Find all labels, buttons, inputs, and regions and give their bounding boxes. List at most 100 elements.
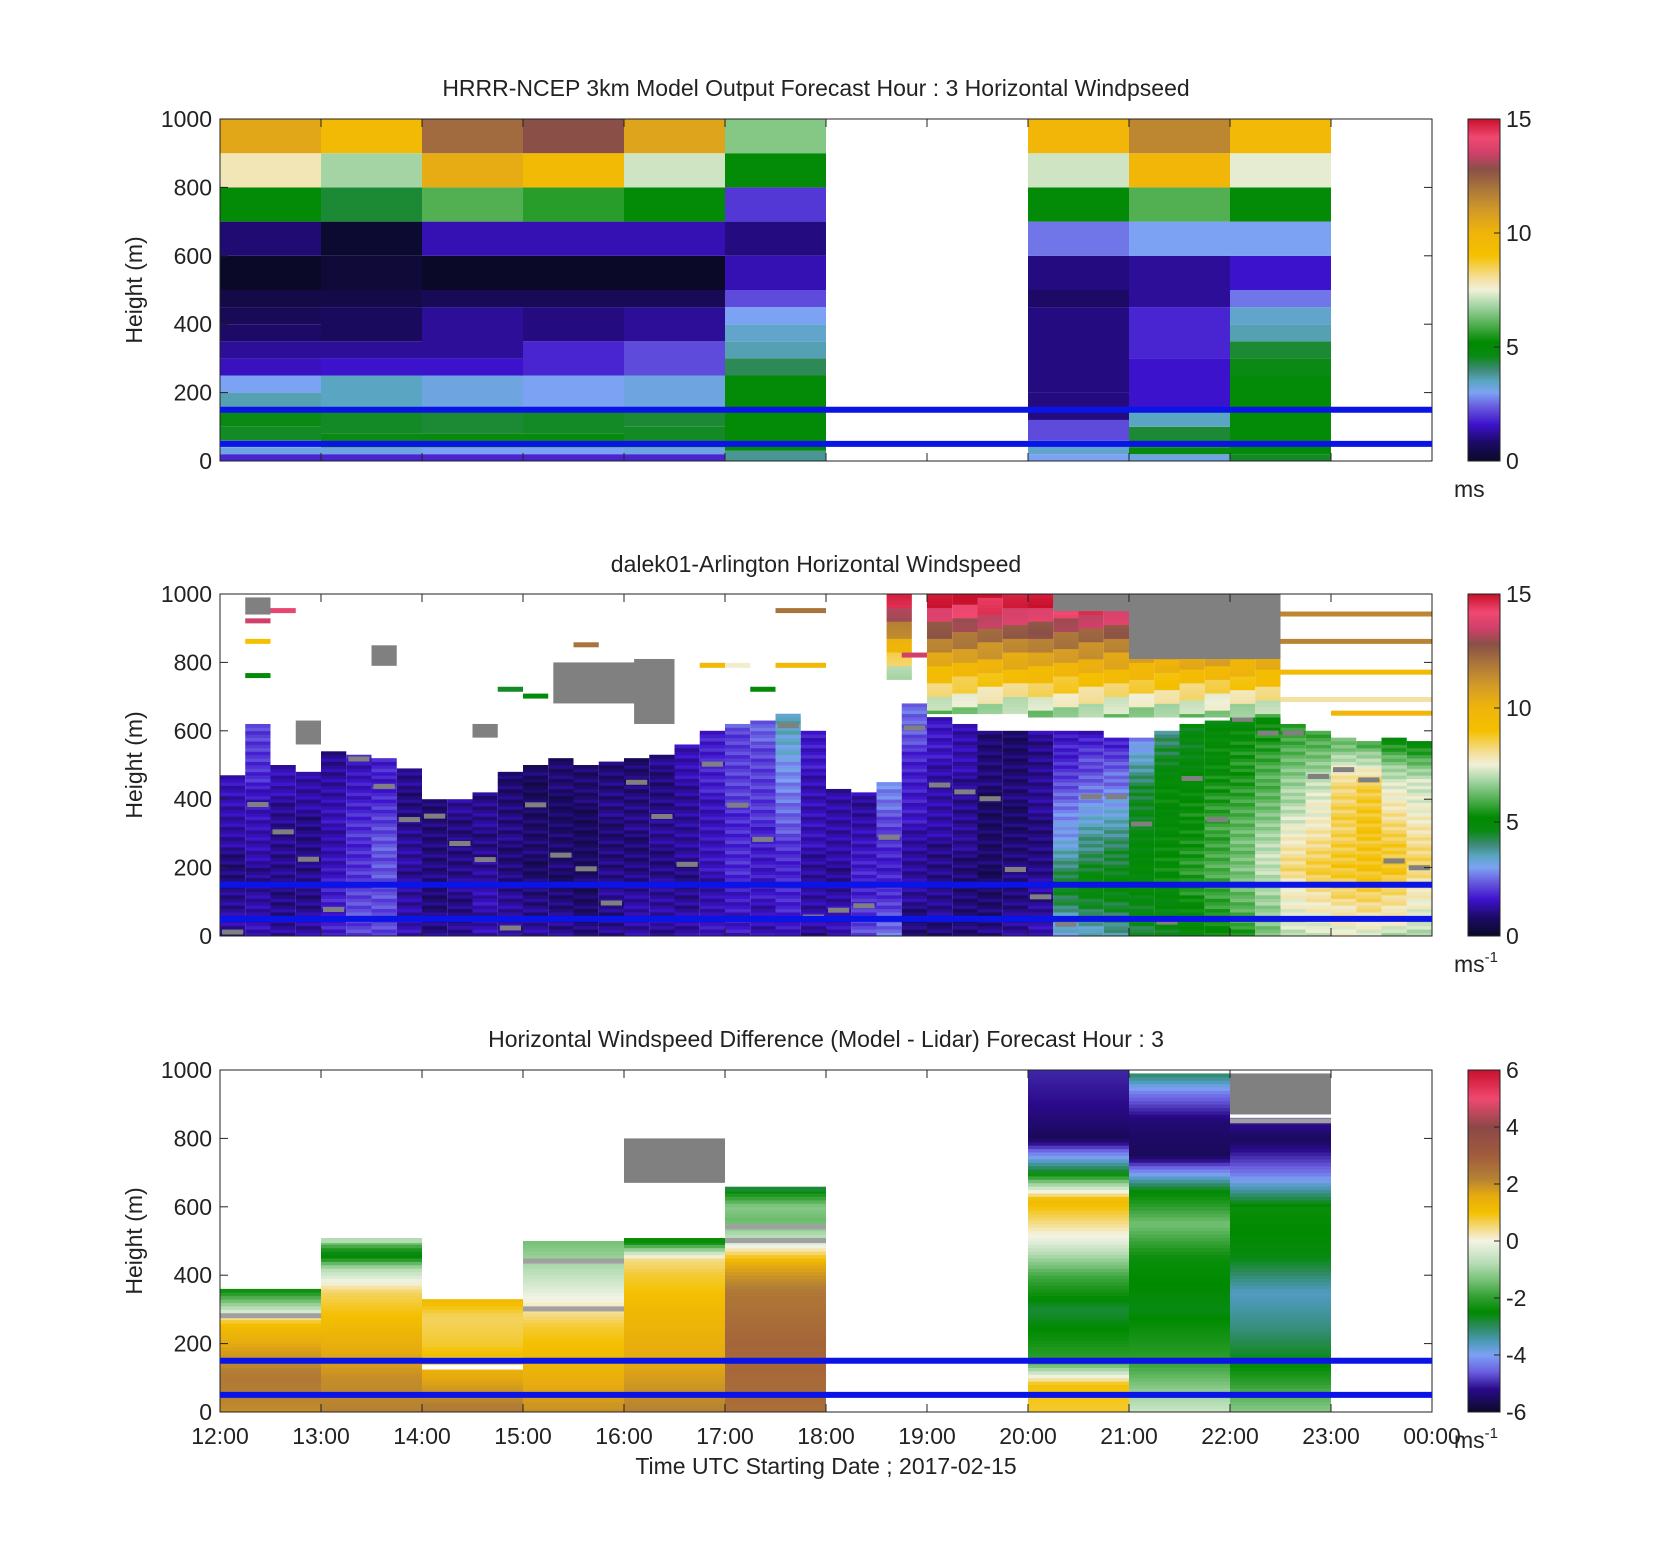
heat-cell: [1255, 669, 1281, 674]
heat-cell: [598, 765, 624, 769]
heat-cell: [1280, 860, 1306, 865]
heat-cell: [901, 809, 927, 814]
heat-cell: [977, 624, 1003, 629]
heat-cell: [1154, 778, 1180, 783]
heat-cell: [270, 806, 296, 810]
heat-cell: [1204, 795, 1230, 800]
heat-cell: [649, 771, 675, 776]
heat-cell: [220, 888, 246, 892]
heat-cell: [800, 843, 826, 848]
heat-cell: [624, 1271, 725, 1276]
heat-cell: [886, 658, 912, 663]
heat-cell: [1381, 816, 1407, 821]
heat-cell: [321, 894, 347, 899]
heat-cell: [1053, 645, 1079, 650]
heat-cell: [826, 925, 852, 930]
heat-cell: [1129, 806, 1155, 810]
heat-cell: [977, 710, 1003, 715]
heat-cell: [321, 847, 347, 851]
heat-cell: [1280, 826, 1306, 831]
heat-cell: [523, 1377, 624, 1382]
heat-cell: [1078, 628, 1104, 633]
heat-cell: [472, 853, 498, 858]
heat-cell: [1028, 829, 1054, 834]
heat-cell: [1204, 734, 1230, 739]
heat-cell: [826, 860, 852, 865]
heat-cell: [977, 734, 1003, 739]
heat-cell: [952, 836, 978, 841]
heat-cell: [977, 782, 1003, 786]
heat-cell: [1103, 819, 1129, 824]
heat-cell: [321, 1388, 422, 1392]
heat-cell: [1053, 778, 1079, 783]
heat-cell: [1154, 710, 1180, 715]
heat-cell: [624, 1299, 725, 1303]
missing-fleck: [954, 789, 976, 795]
heat-cell: [1028, 1381, 1129, 1386]
heat-cell: [1129, 1090, 1230, 1095]
heat-cell: [775, 727, 801, 732]
heat-cell: [649, 782, 675, 786]
heat-cell: [927, 611, 953, 615]
heat-cell: [1255, 788, 1281, 793]
heat-cell: [1129, 744, 1155, 749]
heat-cell: [725, 758, 751, 762]
heat-cell: [1078, 751, 1104, 756]
heat-cell: [573, 775, 599, 780]
heat-cell: [1204, 891, 1230, 896]
missing-block: [472, 723, 498, 738]
heat-cell: [1103, 641, 1129, 646]
heat-cell: [1230, 864, 1256, 868]
heat-cell: [1204, 836, 1230, 841]
heat-cell: [1103, 669, 1129, 674]
heat-cell: [1028, 1405, 1129, 1409]
heat-cell: [1028, 737, 1054, 742]
heat-cell: [1129, 1223, 1230, 1228]
heat-cell: [952, 871, 978, 875]
heat-cell: [775, 778, 801, 783]
heat-cell: [952, 922, 978, 927]
heat-cell: [1179, 700, 1205, 704]
heat-cell: [245, 812, 271, 817]
heat-cell: [725, 1271, 826, 1276]
heat-cell: [1028, 912, 1054, 916]
heat-cell: [1305, 737, 1331, 742]
heat-cell: [1230, 1377, 1331, 1382]
heat-cell: [1028, 788, 1054, 793]
heat-cell: [346, 898, 372, 903]
heat-cell: [1381, 905, 1407, 910]
heat-cell: [1204, 741, 1230, 745]
heat-cell: [1230, 1333, 1331, 1338]
heat-cell: [321, 836, 347, 841]
heat-cell: [927, 641, 953, 646]
heat-cell: [750, 795, 776, 800]
heat-cell: [1028, 1251, 1129, 1256]
heat-cell: [1280, 747, 1306, 752]
heat-cell: [1103, 631, 1129, 636]
heat-cell: [1230, 1179, 1331, 1184]
heat-cell: [1179, 806, 1205, 810]
heat-cell: [1230, 1268, 1331, 1273]
heat-cell: [1230, 925, 1256, 930]
heat-cell: [548, 771, 574, 776]
heat-cell: [952, 655, 978, 660]
heat-cell: [725, 792, 751, 797]
heat-cell: [1255, 775, 1281, 780]
heat-cell: [927, 768, 953, 773]
heat-cell: [1280, 761, 1306, 766]
heat-cell: [750, 737, 776, 742]
heat-cell: [1028, 631, 1054, 636]
heat-cell: [321, 901, 347, 906]
heat-cell: [245, 847, 271, 851]
heat-cell: [1230, 1148, 1331, 1153]
heat-cell: [1255, 754, 1281, 759]
heat-cell: [851, 812, 877, 817]
heat-cell: [220, 833, 246, 838]
heat-cell: [649, 925, 675, 930]
heat-cell: [1204, 874, 1230, 879]
heat-cell: [346, 809, 372, 814]
heat-cell: [220, 290, 321, 308]
heat-cell: [321, 826, 347, 831]
heat-cell: [573, 833, 599, 838]
heat-cell: [1381, 833, 1407, 838]
